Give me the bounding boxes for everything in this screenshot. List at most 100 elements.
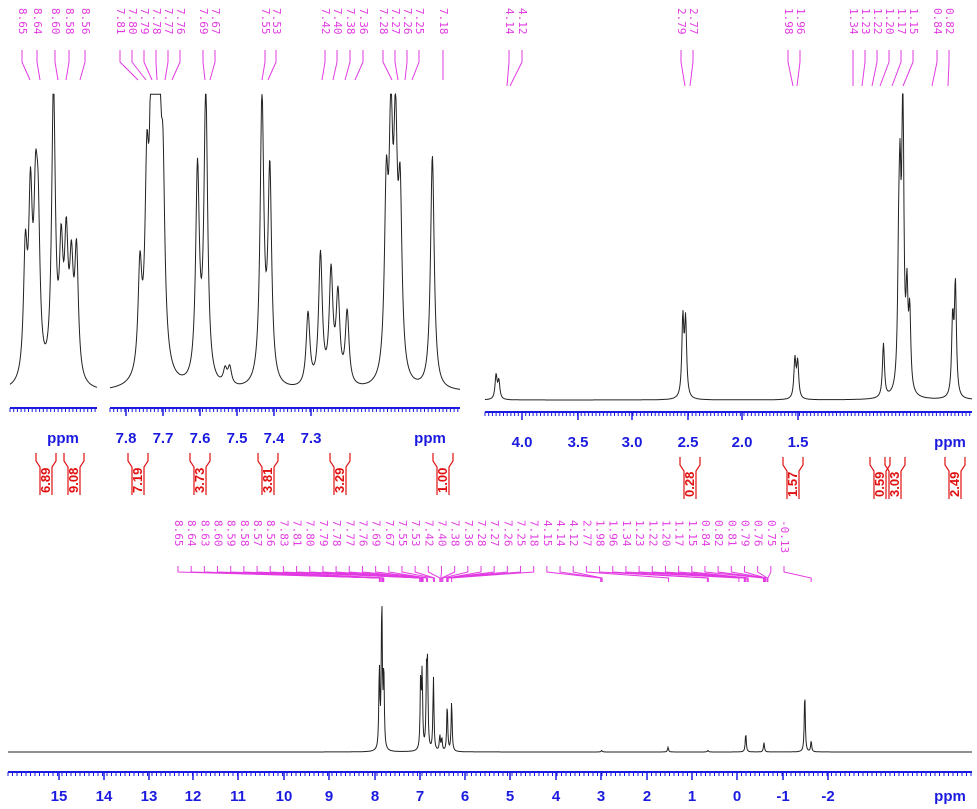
peak-label-connector <box>572 566 603 582</box>
integral-value: 2.49 <box>947 472 962 497</box>
integral-bracket: 0.28 <box>679 457 701 499</box>
peak-label-connector <box>506 50 510 87</box>
x-axis-unit-label: ppm <box>934 788 966 805</box>
integral-bracket: 9.08 <box>63 453 85 495</box>
peak-label-connector <box>871 50 878 87</box>
peak-label-connector <box>54 50 59 81</box>
peak-label: 1.15 <box>686 520 699 547</box>
peak-label: 0.84 <box>931 8 944 35</box>
peak-label: 7.18 <box>528 520 541 547</box>
integral-value: 7.19 <box>130 468 145 493</box>
peak-label: 4.15 <box>541 520 554 547</box>
peak-label: 7.81 <box>114 8 127 35</box>
integral-value: 3.03 <box>887 472 902 497</box>
peak-label-connector <box>388 566 429 582</box>
integral-bracket-line <box>345 453 351 495</box>
x-tick-label: 3.0 <box>622 434 643 451</box>
peak-label-connector <box>21 50 31 81</box>
peak-label: 4.14 <box>503 8 516 35</box>
peak-label: 1.98 <box>782 8 795 35</box>
integral-bracket-line <box>329 453 335 495</box>
integral-bracket: 1.00 <box>432 453 454 495</box>
integral-bracket-line <box>885 457 891 499</box>
x-tick-label: 0 <box>733 788 741 805</box>
peak-label: 7.81 <box>291 520 304 547</box>
integral-bracket-line <box>189 453 195 495</box>
peak-label: 7.53 <box>409 520 422 547</box>
integral-bracket: 0.59 <box>869 457 891 499</box>
peak-label: 7.79 <box>138 8 151 35</box>
integral-bracket-line <box>944 457 950 499</box>
peak-label: 7.38 <box>449 520 462 547</box>
x-tick-label: 10 <box>276 788 293 805</box>
peak-label: 1.96 <box>794 8 807 35</box>
peak-label: 0.76 <box>752 520 765 547</box>
integral-bracket-line <box>143 453 149 495</box>
peak-label: 8.63 <box>198 520 211 547</box>
peak-label: 7.36 <box>357 8 370 35</box>
peak-label-connector <box>891 50 902 87</box>
integral-value: 3.81 <box>260 468 275 493</box>
peak-label: 7.78 <box>150 8 163 35</box>
peak-label-connector <box>442 566 469 582</box>
peak-label-connector <box>879 50 890 87</box>
peak-label-connector <box>411 50 420 81</box>
peak-label: 8.65 <box>172 520 185 547</box>
integral-value: 1.00 <box>435 468 450 493</box>
integral-bracket-line <box>35 453 41 495</box>
integral-bracket-line <box>63 453 69 495</box>
peak-label: 8.64 <box>31 8 44 35</box>
spectrum-trace <box>484 93 973 401</box>
peak-label: 7.42 <box>319 8 332 35</box>
peak-label-connector <box>931 50 938 87</box>
integral-bracket: 7.19 <box>127 453 149 495</box>
peak-label-connector <box>143 50 153 81</box>
peak-label: 0.82 <box>712 520 725 547</box>
peak-label: 7.28 <box>475 520 488 547</box>
x-tick-label: 11 <box>230 788 246 805</box>
integral-bracket-line <box>448 453 454 495</box>
integral-bracket-line <box>798 457 804 499</box>
peak-label-connector <box>361 566 424 582</box>
peak-label: 1.98 <box>594 520 607 547</box>
peak-label: 7.25 <box>515 520 528 547</box>
peak-label: 7.76 <box>356 520 369 547</box>
integral-bracket-line <box>51 453 57 495</box>
peak-label: 1.34 <box>620 520 633 547</box>
integral-bracket: 3.03 <box>884 457 906 499</box>
peak-label: 8.56 <box>264 520 277 547</box>
peak-label-connector <box>394 50 399 81</box>
peak-label-connector <box>441 566 456 582</box>
panel-top-right-inset: 4.0 3.5 3.0 2.5 2.0 1.5 ppm 0.28 1.57 0.59 3.03 2.4… <box>484 8 973 499</box>
x-tick-label: 7 <box>416 788 424 805</box>
peak-label-connector <box>427 566 441 582</box>
peak-label: 7.69 <box>370 520 383 547</box>
peak-label-connector <box>678 566 748 582</box>
peak-label-connector <box>261 50 266 81</box>
peak-label-connector <box>404 50 408 81</box>
peak-label-connector <box>796 50 801 87</box>
peak-label-connector <box>612 566 709 582</box>
x-tick-label: 2.5 <box>678 434 699 451</box>
peak-label-connector <box>947 50 950 87</box>
integral-bracket-line <box>257 453 263 495</box>
integral-bracket-line <box>432 453 438 495</box>
peak-label: 2.77 <box>580 520 593 547</box>
peak-label-connector <box>354 50 364 81</box>
peak-label: 8.59 <box>225 520 238 547</box>
peak-label-connector <box>202 50 206 81</box>
peak-label: 7.36 <box>462 520 475 547</box>
x-tick-label: 7.4 <box>264 430 286 447</box>
integral-bracket: 6.89 <box>35 453 57 495</box>
peak-label-connector <box>787 50 794 87</box>
x-tick-label: 8 <box>371 788 379 805</box>
integral-bracket: 3.81 <box>257 453 279 495</box>
peak-label: 7.80 <box>126 8 139 35</box>
peak-label: 7.25 <box>413 8 426 35</box>
x-axis-unit-label: ppm <box>414 430 446 447</box>
integral-bracket-line <box>782 457 788 499</box>
peak-label: 1.96 <box>607 520 620 547</box>
peak-label: 1.17 <box>673 520 686 547</box>
integral-value: 0.59 <box>872 472 887 497</box>
integral-bracket: 3.29 <box>329 453 351 495</box>
